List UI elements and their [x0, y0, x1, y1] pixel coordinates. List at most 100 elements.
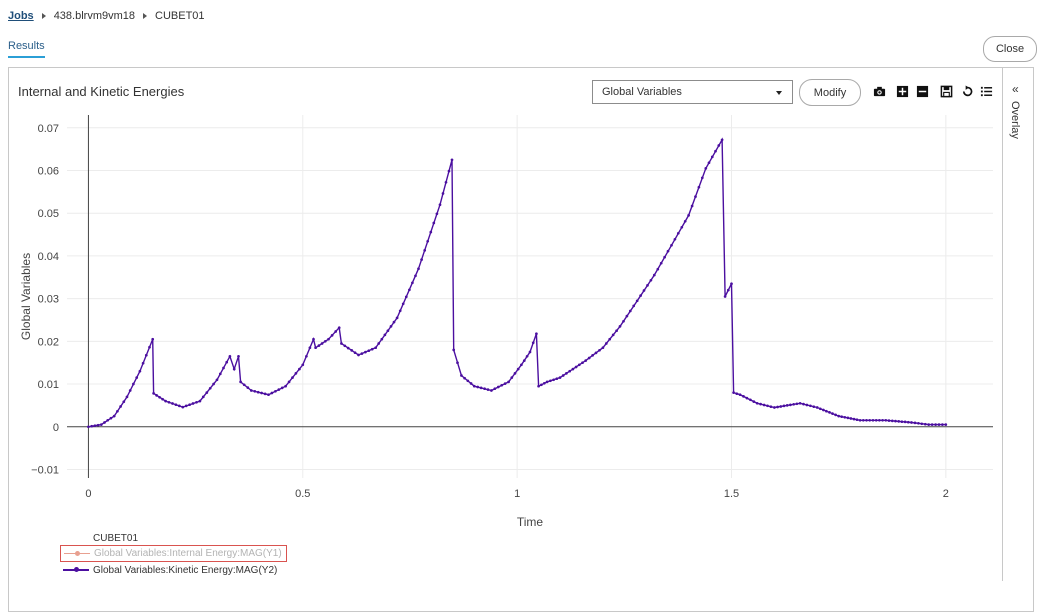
data-point: [683, 219, 687, 223]
data-point: [277, 388, 281, 391]
data-point: [840, 415, 844, 419]
camera-icon[interactable]: [873, 85, 886, 98]
data-point: [659, 261, 663, 265]
data-point: [370, 347, 374, 351]
data-point: [906, 420, 910, 424]
data-point: [635, 299, 639, 303]
data-point: [676, 231, 680, 235]
data-point: [232, 367, 236, 371]
data-point: [900, 420, 904, 424]
data-point: [598, 348, 601, 352]
legend-label: Global Variables:Kinetic Energy:MAG(Y2): [93, 564, 278, 576]
y-tick-label: 0.03: [38, 294, 59, 306]
y-tick-label: 0.05: [38, 208, 59, 220]
data-point: [330, 334, 334, 337]
data-point: [720, 138, 724, 142]
close-button[interactable]: Close: [983, 36, 1037, 62]
data-point: [887, 419, 891, 422]
y-tick-label: 0.04: [38, 251, 59, 263]
data-point: [334, 330, 338, 333]
data-point: [195, 400, 198, 404]
data-point: [460, 374, 463, 377]
data-point: [923, 422, 927, 426]
data-point: [782, 404, 786, 408]
data-point: [222, 366, 225, 370]
data-point: [122, 400, 126, 404]
data-point: [542, 381, 546, 385]
data-point: [673, 237, 677, 241]
variable-select[interactable]: Global Variables: [592, 80, 793, 104]
data-point: [545, 380, 549, 384]
data-point: [656, 267, 660, 271]
data-point: [99, 423, 103, 426]
data-point: [639, 294, 642, 297]
data-point: [411, 281, 414, 285]
reset-icon[interactable]: [961, 85, 974, 98]
data-point: [785, 404, 789, 407]
data-point: [287, 380, 291, 384]
y-tick-label: 0.07: [38, 123, 59, 135]
data-point: [96, 423, 100, 427]
chart-plot[interactable]: −0.01 0 0.01 0.02 0.03 0.04 0.05 0.06 0.07 0 0.5 1 1…: [9, 68, 1002, 581]
zoom-in-icon[interactable]: [896, 85, 909, 98]
data-point: [730, 282, 733, 286]
breadcrumb-jobs-link[interactable]: Jobs: [8, 10, 34, 22]
data-point: [215, 378, 219, 382]
legend-item-internal-energy[interactable]: Global Variables:Internal Energy:MAG(Y1): [60, 545, 287, 562]
data-point: [561, 374, 565, 377]
data-point: [601, 346, 605, 350]
data-point: [828, 411, 831, 414]
data-point: [284, 384, 287, 388]
data-point: [463, 376, 466, 380]
data-point: [447, 169, 451, 173]
data-point: [438, 203, 442, 207]
modify-button[interactable]: Modify: [799, 79, 861, 106]
data-point: [531, 341, 535, 345]
data-point: [717, 144, 721, 147]
data-point: [941, 423, 944, 426]
data-point: [766, 404, 769, 408]
data-point: [917, 421, 920, 425]
data-point: [690, 204, 694, 208]
data-point: [112, 414, 116, 418]
data-point: [769, 405, 773, 409]
data-point: [392, 320, 396, 324]
data-point: [152, 392, 155, 395]
data-point: [337, 326, 341, 330]
data-point: [881, 418, 884, 422]
data-point: [367, 349, 371, 353]
data-point: [305, 354, 308, 358]
save-icon[interactable]: [940, 85, 953, 98]
data-point: [314, 346, 317, 350]
data-point: [109, 416, 113, 420]
data-point: [558, 376, 562, 379]
data-point: [649, 278, 653, 282]
data-point: [237, 354, 240, 358]
data-point: [450, 158, 454, 162]
data-point: [632, 304, 636, 308]
data-point: [776, 405, 779, 409]
data-point: [642, 289, 646, 292]
data-point: [707, 161, 711, 165]
data-point: [212, 382, 215, 386]
tab-results[interactable]: Results: [8, 40, 45, 58]
data-point: [360, 352, 364, 355]
data-point: [135, 376, 139, 379]
data-point: [320, 342, 324, 345]
overlay-toggle[interactable]: Overlay: [1009, 101, 1021, 139]
data-point: [395, 316, 399, 320]
data-point: [167, 400, 171, 404]
breadcrumb-job-id[interactable]: 438.blrvm9vm18: [53, 10, 136, 22]
data-point: [604, 342, 608, 345]
legend-list-icon[interactable]: [980, 85, 993, 98]
data-point: [312, 337, 315, 341]
data-point: [694, 195, 697, 198]
legend-item-kinetic-energy[interactable]: Global Variables:Kinetic Energy:MAG(Y2): [63, 563, 277, 577]
overlay-sidebar: « Overlay: [1002, 68, 1033, 581]
data-point: [759, 402, 762, 406]
zoom-out-icon[interactable]: [916, 85, 929, 98]
data-point: [466, 379, 470, 383]
data-point: [161, 397, 164, 401]
data-point: [429, 230, 433, 234]
collapse-chevron-icon[interactable]: «: [1012, 82, 1019, 96]
